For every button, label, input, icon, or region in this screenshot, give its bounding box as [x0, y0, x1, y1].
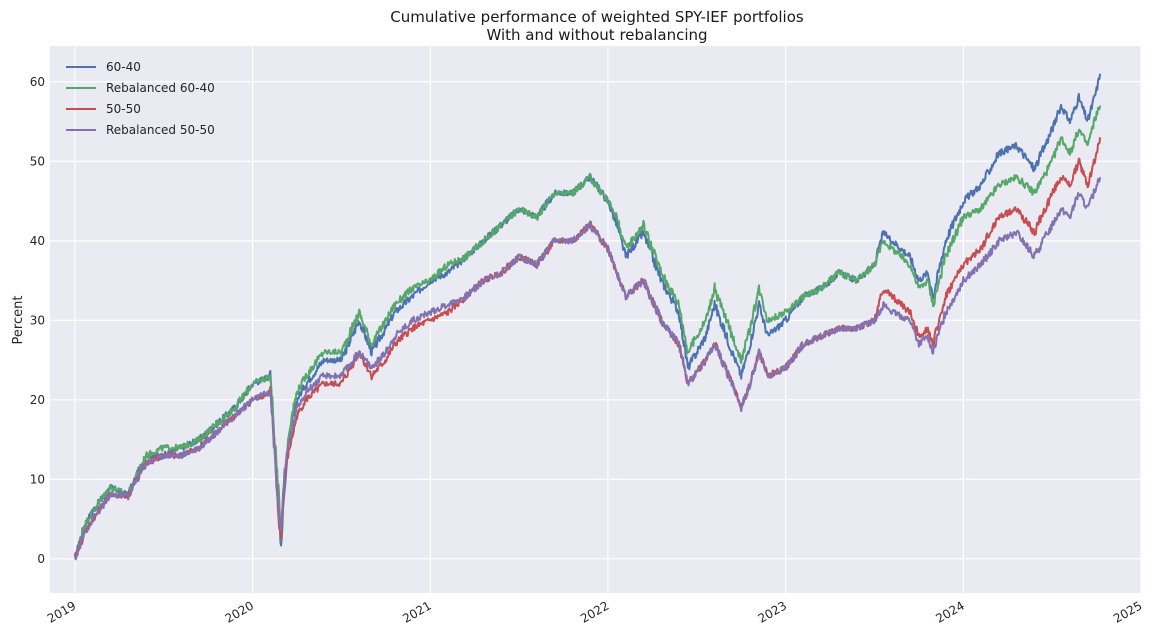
x-tick-label: 2019 — [45, 598, 78, 625]
x-tick-label: 2022 — [578, 598, 611, 625]
legend: 60-40 Rebalanced 60-40 50-50 Rebalanced 50-… — [66, 60, 215, 137]
y-tick-label: 50 — [30, 154, 45, 168]
legend-label: Rebalanced 60-40 — [106, 81, 215, 95]
y-tick-label: 20 — [30, 393, 45, 407]
y-axis-label: Percent — [11, 296, 26, 345]
legend-label: Rebalanced 50-50 — [106, 123, 215, 137]
x-tick-label: 2025 — [1111, 598, 1144, 625]
tick-labels: 0 10 20 30 40 50 60 2019 2020 2021 2022 2023 2024 202… — [30, 75, 1145, 626]
series-line-4 — [73, 177, 1102, 561]
y-tick-label: 40 — [30, 234, 45, 248]
x-tick-label: 2020 — [223, 598, 256, 625]
x-tick-label: 2023 — [756, 598, 789, 625]
y-tick-label: 10 — [30, 472, 45, 486]
y-tick-label: 0 — [37, 552, 45, 566]
x-tick-label: 2021 — [400, 598, 433, 625]
legend-label: 50-50 — [106, 102, 141, 116]
series-lines — [73, 73, 1102, 561]
legend-label: 60-40 — [106, 60, 141, 74]
chart-subtitle: With and without rebalancing — [486, 26, 707, 44]
y-tick-label: 60 — [30, 75, 45, 89]
chart-title: Cumulative performance of weighted SPY-I… — [390, 8, 804, 26]
x-tick-label: 2024 — [933, 598, 966, 625]
plot-area — [50, 46, 1141, 593]
y-tick-label: 30 — [30, 313, 45, 327]
series-line-2 — [73, 105, 1102, 559]
